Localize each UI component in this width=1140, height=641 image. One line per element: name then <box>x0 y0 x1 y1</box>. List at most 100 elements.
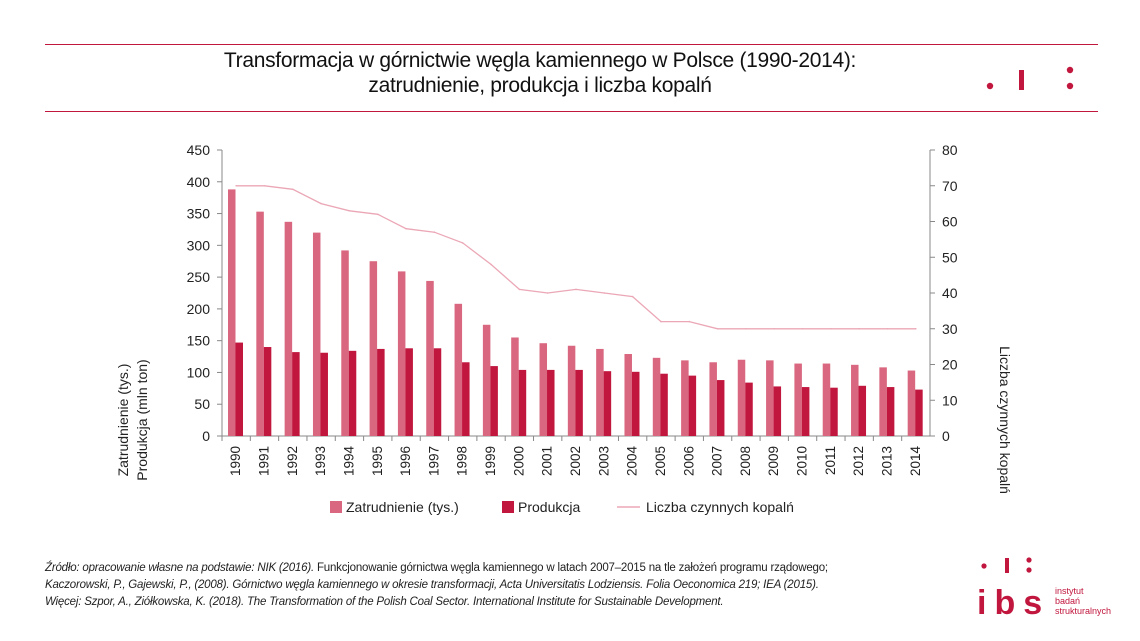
ibs-dots-logo <box>986 66 1074 90</box>
mines-point <box>915 328 917 330</box>
production-bar <box>377 348 385 436</box>
x-tick-label: 1991 <box>256 446 271 476</box>
legend-label-employment: Zatrudnienie (tys.) <box>346 499 459 515</box>
x-tick-label: 2004 <box>625 446 640 477</box>
y-right-tick-label: 30 <box>942 321 958 337</box>
x-tick-label: 2000 <box>511 446 526 476</box>
legend-label-production: Produkcja <box>518 499 580 515</box>
employment-bar <box>397 271 406 436</box>
source-line-3: Więcej: Szpor, A., Ziółkowska, K. (2018)… <box>45 596 724 608</box>
x-tick-label: 2007 <box>710 446 725 476</box>
legend-swatch-employment <box>330 501 342 513</box>
chart-legend: Zatrudnienie (tys.) Produkcja Liczba czynn… <box>330 499 794 515</box>
x-tick-label: 2012 <box>851 446 866 476</box>
employment-bar <box>426 280 434 436</box>
x-tick-label: 1999 <box>483 446 498 476</box>
y-axis-right-label: Liczba czynnych kopalń <box>997 346 1013 494</box>
y-left-tick-label: 150 <box>187 333 211 349</box>
production-bar <box>320 352 328 436</box>
y-right-tick-label: 60 <box>942 214 958 230</box>
y-axis-left-label-2: Produkcja (mln ton) <box>134 359 150 480</box>
employment-bar <box>482 324 491 436</box>
production-bar <box>773 386 782 436</box>
y-right-tick-label: 70 <box>942 178 958 194</box>
mines-point <box>688 320 691 323</box>
mines-point <box>546 292 549 294</box>
employment-bar <box>256 211 264 436</box>
x-tick-label: 2001 <box>540 446 555 476</box>
mines-point <box>405 227 407 230</box>
production-bar <box>575 369 583 436</box>
production-bar <box>830 387 838 436</box>
mines-line <box>236 185 916 330</box>
mines-line-series <box>235 185 917 330</box>
mines-point <box>801 328 804 330</box>
mines-point <box>575 288 577 291</box>
mines-point <box>377 213 379 216</box>
tick-labels: 0 50 100 150 200 250 300 350 400 450 0 10 20 30 40 50 60… <box>187 142 958 476</box>
legend-swatch-production <box>502 501 514 513</box>
production-bar <box>490 366 498 436</box>
logo-dot <box>1066 66 1074 74</box>
mines-point <box>461 242 464 244</box>
x-tick-label: 2008 <box>738 446 753 476</box>
x-tick-label: 2006 <box>681 446 696 476</box>
mines-point <box>320 202 322 205</box>
x-tick-label: 2005 <box>653 446 668 476</box>
production-bar <box>603 371 612 436</box>
employment-bar <box>737 359 746 436</box>
employment-bar <box>851 364 859 436</box>
x-tick-label: 1998 <box>455 446 470 476</box>
source-line-1: Źródło: opracowanie własne na podstawie:… <box>45 560 965 577</box>
production-bar <box>348 350 357 436</box>
employment-bar <box>539 343 548 436</box>
employment-bar <box>822 363 831 436</box>
mines-point <box>631 295 634 298</box>
production-bar <box>235 342 243 436</box>
logo-line-2: badań <box>1055 596 1080 606</box>
employment-bar <box>596 348 604 436</box>
mines-point <box>830 328 832 330</box>
source-note: Źródło: opracowanie własne na podstawie:… <box>45 560 965 611</box>
employment-bar <box>907 370 916 436</box>
x-tick-label: 2014 <box>908 446 923 477</box>
mines-point <box>263 185 266 187</box>
y-left-tick-label: 400 <box>187 174 211 190</box>
production-bar <box>660 373 668 436</box>
mines-point <box>858 328 860 330</box>
y-left-tick-label: 0 <box>202 428 210 444</box>
logo-dot <box>1026 567 1032 573</box>
mines-point <box>603 292 606 294</box>
x-tick-label: 2002 <box>568 446 583 476</box>
employment-bar <box>624 354 632 436</box>
y-left-tick-label: 250 <box>187 269 211 285</box>
production-bar <box>631 371 640 436</box>
ibs-logo: ibs instytut badań strukturalnych <box>977 557 1111 622</box>
logo-line-3: strukturalnych <box>1055 606 1111 616</box>
mines-point <box>716 328 719 330</box>
title-line-2: zatrudnienie, produkcja i liczba kopalń <box>368 74 712 97</box>
x-tick-label: 2009 <box>766 446 781 476</box>
logo-dot <box>981 563 987 569</box>
mines-point <box>490 263 492 266</box>
y-left-tick-label: 100 <box>187 364 211 380</box>
mines-point <box>660 320 662 323</box>
y-right-tick-label: 40 <box>942 285 958 301</box>
production-bar <box>915 389 923 436</box>
x-tick-label: 2013 <box>880 446 895 476</box>
production-bar <box>462 362 470 436</box>
employment-bar <box>652 357 661 436</box>
employment-bar <box>681 360 689 436</box>
employment-bar <box>766 360 774 436</box>
source-line-1-normal: Funkcjonowanie górnictwa węgla kamienneg… <box>316 562 828 574</box>
x-tick-label: 1997 <box>426 446 441 476</box>
mines-point <box>518 288 521 291</box>
employment-bar <box>879 367 887 436</box>
employment-bar <box>454 303 463 436</box>
production-bar <box>405 348 413 436</box>
source-line-2: Kaczorowski, P., Gajewski, P., (2008). G… <box>45 579 819 591</box>
employment-bar <box>567 345 576 436</box>
y-right-tick-label: 20 <box>942 357 958 373</box>
production-bar <box>547 369 555 436</box>
employment-bar <box>369 261 378 436</box>
